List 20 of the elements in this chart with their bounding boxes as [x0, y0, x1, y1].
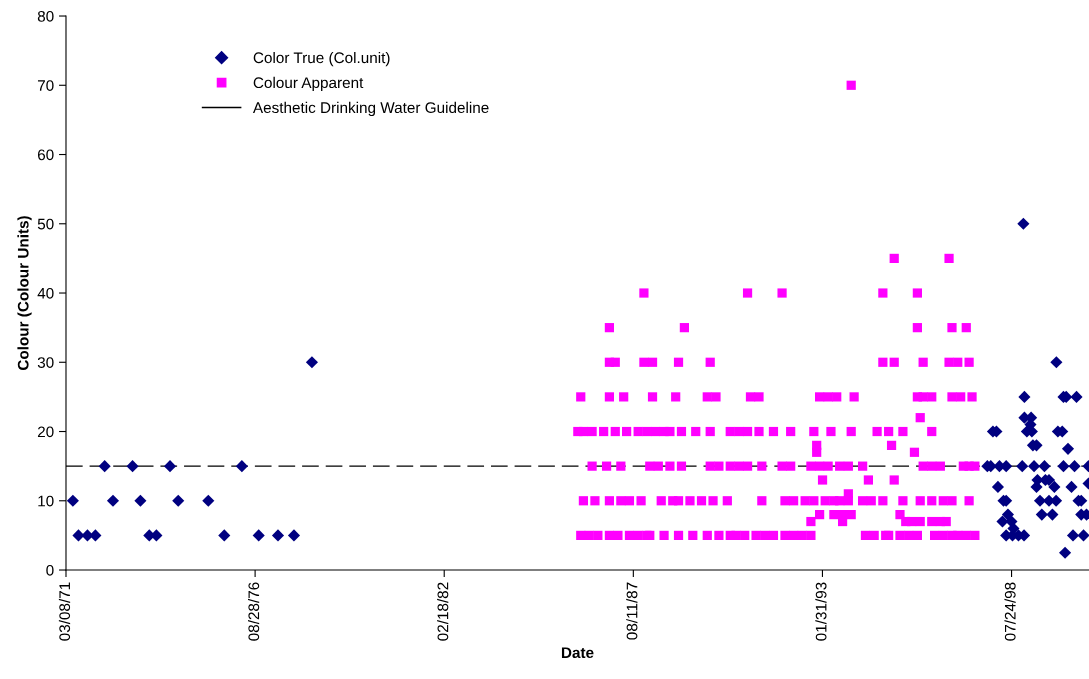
y-tick-label: 50 [37, 218, 54, 230]
y-tick-label: 0 [46, 564, 54, 576]
y-tick-label: 80 [37, 10, 54, 22]
x-tick-label: 07/24/98 [1004, 582, 1016, 641]
x-tick-label: 08/28/76 [247, 582, 260, 641]
x-tick-label: 03/08/71 [58, 582, 71, 641]
y-tick-label: 20 [37, 426, 54, 438]
y-tick-label: 70 [37, 80, 54, 91]
y-tick-label: 10 [38, 495, 54, 507]
legend-label: Colour Apparent [253, 76, 364, 92]
y-tick-label: 40 [37, 287, 54, 299]
x-tick-label: 02/18/82 [437, 582, 449, 641]
y-tick-label: 60 [37, 149, 54, 161]
x-axis-title: Date [561, 647, 594, 659]
y-axis-title: Colour (Colour Units) [17, 216, 32, 371]
legend-label: Aesthetic Drinking Water Guideline [252, 101, 489, 117]
x-tick-label: 01/31/93 [815, 582, 827, 641]
legend-label: Color True (Col.unit) [253, 51, 390, 67]
x-tick-label: 08/11/87 [626, 582, 638, 640]
y-tick-label: 30 [37, 357, 54, 368]
